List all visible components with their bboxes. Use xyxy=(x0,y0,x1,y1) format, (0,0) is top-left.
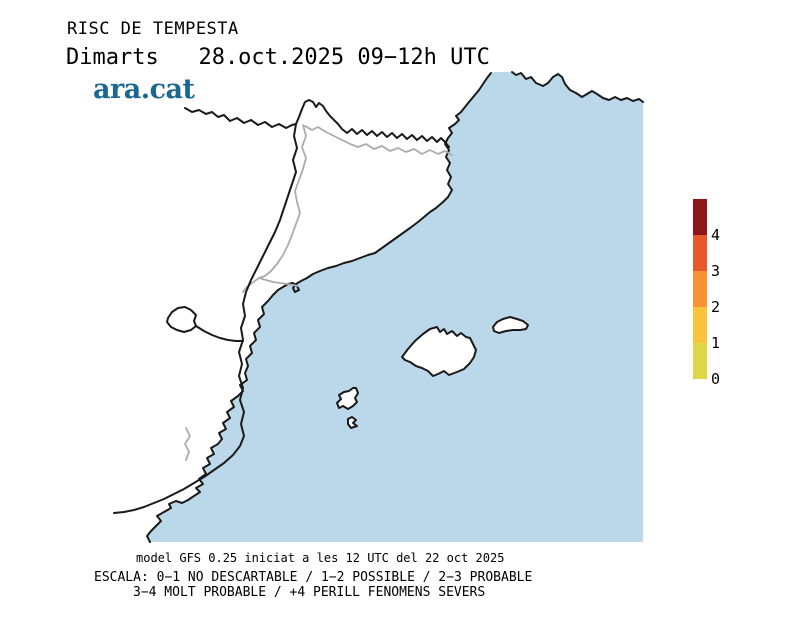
island-mallorca xyxy=(401,326,477,377)
colorbar-segment-0-1 xyxy=(693,343,707,379)
sea-area xyxy=(147,72,643,542)
colorbar xyxy=(693,199,707,379)
region-border-south-stub xyxy=(184,427,191,461)
colorbar-segment-3-4 xyxy=(693,235,707,271)
footer-scale-line-2: 3−4 MOLT PROBABLE / +4 PERILL FENOMENS S… xyxy=(133,585,486,600)
page-subtitle: Dimarts 28.oct.2025 09−12h UTC xyxy=(66,45,490,70)
island-formentera xyxy=(347,416,358,429)
coastline xyxy=(146,71,644,543)
region-border-northeast xyxy=(304,125,453,156)
colorbar-segment-+4 xyxy=(693,199,707,235)
border-enclave xyxy=(166,306,197,333)
island-eivissa xyxy=(336,387,359,410)
island-menorca xyxy=(492,316,529,334)
page-title: RISC DE TEMPESTA xyxy=(67,19,239,39)
pyrenees-border xyxy=(184,99,450,148)
colorbar-segment-2-3 xyxy=(693,271,707,307)
inland-border xyxy=(113,123,298,514)
footer-model-line: model GFS 0.25 iniciat a les 12 UTC del … xyxy=(136,551,505,565)
enclave-connector xyxy=(195,325,244,342)
ara-cat-logo: ara.cat xyxy=(93,74,195,105)
colorbar-segment-1-2 xyxy=(693,307,707,343)
footer-scale-line-1: ESCALA: 0−1 NO DESCARTABLE / 1−2 POSSIBL… xyxy=(94,570,533,585)
